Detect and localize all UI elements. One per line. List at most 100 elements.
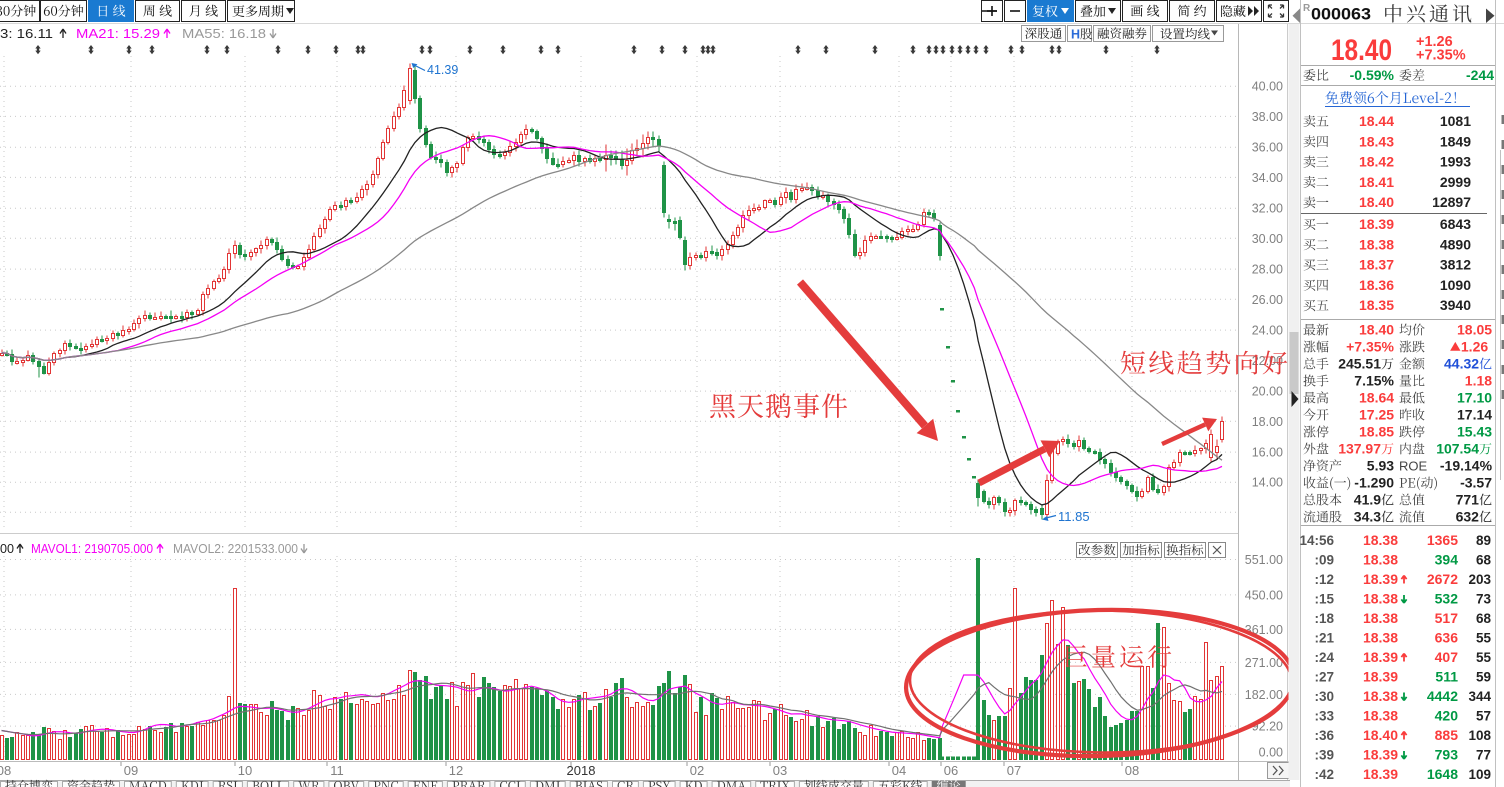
svg-text:44.32: 44.32: [1444, 356, 1479, 372]
svg-text:3: 16.11: 3: 16.11: [0, 26, 53, 41]
svg-text:182.00: 182.00: [1245, 688, 1283, 702]
svg-text:22.00: 22.00: [1252, 354, 1283, 368]
svg-text:18.42: 18.42: [1359, 154, 1394, 170]
svg-text:-1.290: -1.290: [1354, 475, 1394, 491]
svg-text:17.25: 17.25: [1359, 407, 1394, 423]
svg-text::12: :12: [1314, 572, 1334, 587]
svg-text:18.40: 18.40: [1331, 34, 1392, 67]
svg-text:14:56: 14:56: [1299, 533, 1334, 548]
svg-text:68: 68: [1476, 553, 1492, 568]
svg-text:03: 03: [773, 763, 787, 778]
svg-text:5.93: 5.93: [1367, 458, 1394, 474]
svg-text::15: :15: [1314, 592, 1334, 607]
svg-text:18.40: 18.40: [1363, 727, 1398, 743]
svg-text:1365: 1365: [1427, 532, 1458, 548]
svg-text:40.00: 40.00: [1252, 80, 1283, 94]
svg-text:R: R: [1303, 3, 1311, 14]
svg-text:1993: 1993: [1440, 154, 1471, 170]
svg-text:450.00: 450.00: [1245, 588, 1283, 602]
svg-text:18.39: 18.39: [1363, 571, 1398, 587]
svg-text:26.00: 26.00: [1252, 293, 1283, 307]
svg-text:18.36: 18.36: [1359, 277, 1394, 293]
svg-text:ROE: ROE: [1399, 459, 1428, 474]
svg-text:+7.35%: +7.35%: [1346, 339, 1394, 355]
svg-text:2018: 2018: [567, 763, 596, 778]
svg-text:394: 394: [1435, 552, 1459, 568]
svg-text:MA21: 15.29: MA21: 15.29: [76, 26, 160, 41]
svg-text:344: 344: [1468, 689, 1491, 704]
svg-text:793: 793: [1435, 747, 1459, 763]
svg-text:09: 09: [124, 763, 138, 778]
svg-text:1.18: 1.18: [1465, 373, 1492, 389]
svg-text:+7.35%: +7.35%: [1416, 48, 1466, 64]
svg-text:6843: 6843: [1440, 216, 1471, 232]
svg-text:41.9: 41.9: [1354, 492, 1381, 508]
svg-text:18.39: 18.39: [1363, 747, 1398, 763]
svg-text:18.05: 18.05: [1457, 322, 1492, 338]
svg-text:04: 04: [892, 763, 906, 778]
svg-text:20.00: 20.00: [1252, 385, 1283, 399]
svg-text:00: 00: [0, 541, 14, 556]
svg-text:12: 12: [449, 763, 463, 778]
svg-text:885: 885: [1435, 727, 1459, 743]
svg-text:18.44: 18.44: [1359, 113, 1394, 129]
svg-text:73: 73: [1476, 592, 1492, 607]
svg-text:34.3: 34.3: [1354, 509, 1381, 525]
svg-text:-19.14%: -19.14%: [1440, 458, 1493, 474]
svg-text:18.37: 18.37: [1359, 257, 1394, 273]
svg-text:4890: 4890: [1440, 236, 1471, 252]
svg-text:18.39: 18.39: [1363, 669, 1398, 685]
svg-text:18.41: 18.41: [1359, 174, 1394, 190]
svg-text:245.51: 245.51: [1338, 356, 1381, 372]
svg-text:07: 07: [1007, 763, 1021, 778]
svg-text::39: :39: [1314, 748, 1334, 763]
svg-text:34.00: 34.00: [1252, 171, 1283, 185]
svg-text:108: 108: [1468, 728, 1491, 743]
svg-text:12897: 12897: [1432, 194, 1471, 210]
svg-text::21: :21: [1314, 631, 1334, 646]
svg-text:18.39: 18.39: [1359, 216, 1394, 232]
svg-text:3812: 3812: [1440, 257, 1471, 273]
svg-text:18.40: 18.40: [1359, 322, 1394, 338]
svg-text:30.00: 30.00: [1252, 232, 1283, 246]
svg-text:18.40: 18.40: [1359, 194, 1394, 210]
svg-text:89: 89: [1476, 533, 1491, 548]
svg-text:18.38: 18.38: [1359, 236, 1394, 252]
svg-text:2999: 2999: [1440, 174, 1471, 190]
svg-text:18.43: 18.43: [1359, 133, 1394, 149]
svg-text:1090: 1090: [1440, 277, 1471, 293]
svg-text:1081: 1081: [1440, 113, 1471, 129]
svg-text:55: 55: [1476, 631, 1492, 646]
svg-text:32.00: 32.00: [1252, 202, 1283, 216]
svg-text::09: :09: [1314, 553, 1334, 568]
svg-text:0.00: 0.00: [1259, 746, 1283, 760]
svg-text::33: :33: [1314, 709, 1334, 724]
svg-text:15.43: 15.43: [1457, 424, 1492, 440]
svg-text:02: 02: [690, 763, 704, 778]
svg-text:1849: 1849: [1440, 133, 1471, 149]
svg-text:77: 77: [1476, 748, 1491, 763]
svg-text:7.15%: 7.15%: [1354, 373, 1394, 389]
svg-text:632: 632: [1456, 509, 1480, 525]
svg-text:24.00: 24.00: [1252, 324, 1283, 338]
svg-text:10: 10: [238, 763, 252, 778]
svg-text:2672: 2672: [1427, 571, 1458, 587]
svg-text:109: 109: [1468, 767, 1491, 782]
svg-text:H: H: [1071, 28, 1080, 42]
svg-text:18.39: 18.39: [1363, 766, 1398, 782]
svg-text:11: 11: [330, 763, 344, 778]
svg-text:MAVOL2: 2201533.000: MAVOL2: 2201533.000: [173, 541, 298, 556]
svg-text:06: 06: [944, 763, 958, 778]
svg-text:MA55: 16.18: MA55: 16.18: [182, 26, 266, 41]
svg-text::27: :27: [1314, 670, 1334, 685]
svg-text:203: 203: [1468, 572, 1491, 587]
svg-text::42: :42: [1314, 767, 1334, 782]
svg-text:18.38: 18.38: [1363, 708, 1398, 724]
svg-text:41.39: 41.39: [427, 63, 458, 77]
svg-text:11.85: 11.85: [1058, 509, 1090, 524]
svg-text:17.14: 17.14: [1457, 407, 1492, 423]
svg-text:107.54: 107.54: [1436, 441, 1479, 457]
svg-text:16.00: 16.00: [1252, 446, 1283, 460]
svg-text:771: 771: [1456, 492, 1480, 508]
svg-text:420: 420: [1435, 708, 1459, 724]
